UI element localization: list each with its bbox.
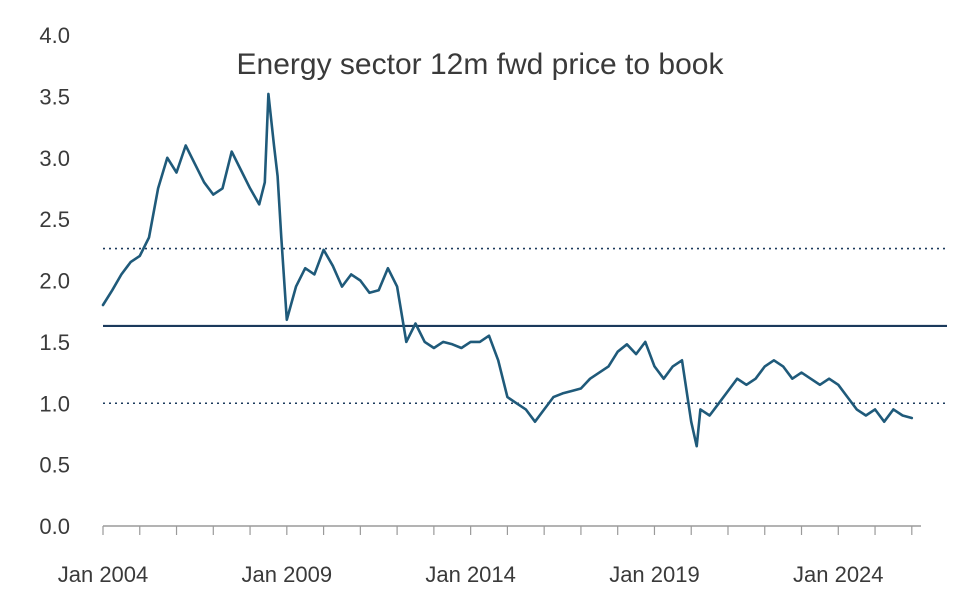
y-tick-label: 3.5 bbox=[39, 84, 70, 109]
x-tick-label: Jan 2019 bbox=[609, 562, 700, 587]
y-tick-label: 3.0 bbox=[39, 146, 70, 171]
y-tick-label: 1.0 bbox=[39, 391, 70, 416]
y-tick-label: 0.5 bbox=[39, 453, 70, 478]
x-tick-label: Jan 2014 bbox=[425, 562, 516, 587]
y-tick-label: 4.0 bbox=[39, 23, 70, 48]
chart-title: Energy sector 12m fwd price to book bbox=[237, 48, 725, 81]
y-tick-label: 1.5 bbox=[39, 330, 70, 355]
y-tick-label: 0.0 bbox=[39, 514, 70, 539]
x-tick-label: Jan 2004 bbox=[58, 562, 149, 587]
plot-area: 0.0 0.5 1.0 1.5 2.0 2.5 3.0 3.5 4.0 Jan 2004 Jan 2… bbox=[39, 23, 947, 587]
y-tick-label: 2.0 bbox=[39, 269, 70, 294]
series-line-0 bbox=[101, 92, 914, 448]
x-tick-label: Jan 2024 bbox=[793, 562, 884, 587]
y-tick-label: 2.5 bbox=[39, 207, 70, 232]
x-tick-label: Jan 2009 bbox=[242, 562, 333, 587]
